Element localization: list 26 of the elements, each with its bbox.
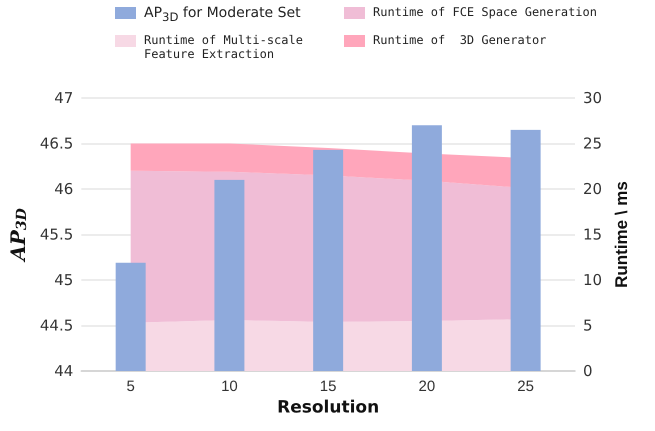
y-tick-label: 44.5 <box>40 316 74 334</box>
y-tick-label: 46.5 <box>40 134 74 152</box>
y2-tick-label: 30 <box>583 89 602 107</box>
legend-label: Runtime of FCE Space Generation <box>373 5 597 19</box>
x-tick-label: 20 <box>418 378 436 395</box>
x-axis-title: Resolution <box>277 397 380 418</box>
y-tick-label: 46 <box>54 180 74 198</box>
y2-tick-label: 0 <box>583 362 593 380</box>
x-tick-label: 5 <box>126 378 135 395</box>
y-tick-label: 44 <box>54 362 74 380</box>
y-tick-label: 45 <box>54 271 74 289</box>
y-tick-label: 45.5 <box>40 226 74 244</box>
legend-label: Runtime of 3D Generator <box>373 33 546 47</box>
x-tick-label: 25 <box>517 378 534 395</box>
x-tick-label: 10 <box>221 378 238 395</box>
y2-axis-title: Runtime \ ms <box>612 181 631 288</box>
x-tick-label: 15 <box>320 378 336 395</box>
y2-tick-label: 25 <box>583 134 602 152</box>
legend-label: AP$_{3D}$ for Moderate Set <box>144 5 301 24</box>
y2-tick-label: 15 <box>583 226 602 244</box>
y2-tick-label: 10 <box>583 271 602 289</box>
y-axis-title: AP3D <box>6 207 30 263</box>
y2-tick-label: 5 <box>583 316 593 334</box>
y-tick-label: 47 <box>54 89 74 107</box>
y2-tick-label: 20 <box>583 180 602 198</box>
legend-label: Runtime of Multi-scale Feature Extraction <box>144 33 304 61</box>
